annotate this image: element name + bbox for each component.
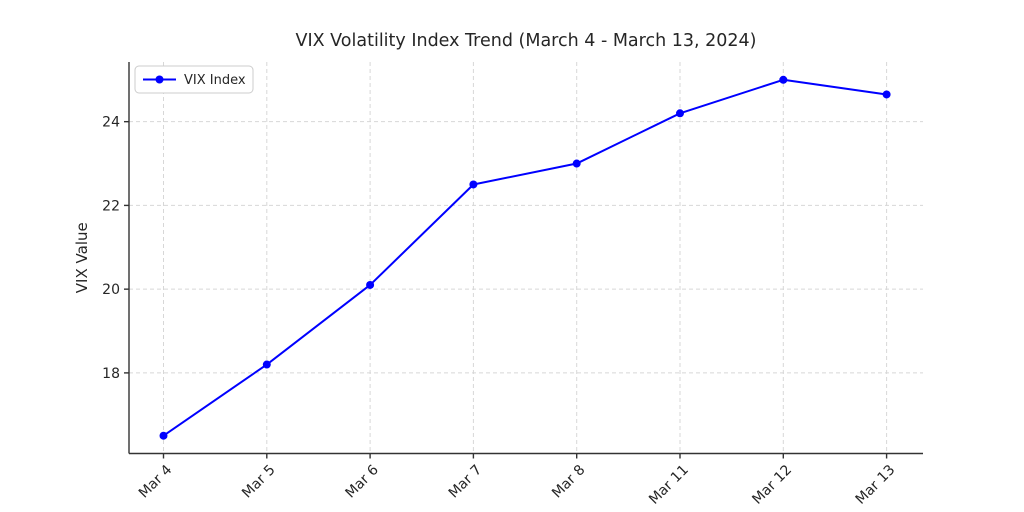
x-tick-label: Mar 5	[239, 462, 278, 501]
x-tick-label: Mar 8	[549, 462, 588, 501]
y-tick-label: 24	[102, 115, 120, 131]
data-point-marker	[366, 280, 375, 289]
y-tick-label: 20	[102, 282, 120, 298]
x-tick-label: Mar 6	[342, 462, 382, 502]
data-point-marker	[676, 109, 684, 118]
legend-label: VIX Index	[184, 73, 246, 88]
data-point-marker	[882, 90, 891, 99]
chart-title: VIX Volatility Index Trend (March 4 - Ma…	[295, 31, 757, 51]
data-point-marker	[572, 159, 581, 168]
x-tick-label: Mar 13	[853, 462, 899, 508]
vix-line-series	[162, 78, 888, 437]
data-point-marker	[262, 360, 271, 369]
legend-box	[134, 65, 254, 94]
legend-marker-sample	[155, 75, 164, 84]
data-point-marker	[469, 180, 478, 189]
x-tick-label: Mar 4	[136, 462, 176, 502]
x-tick-label: Mar 11	[646, 462, 692, 508]
x-tick-label: Mar 7	[446, 462, 485, 501]
data-point-marker	[779, 75, 788, 84]
x-tick-label: Mar 12	[749, 462, 795, 508]
y-axis-label: VIX Value	[73, 222, 91, 293]
y-tick-label: 22	[102, 198, 120, 214]
data-point-marker	[159, 431, 168, 440]
y-tick-label: 18	[102, 366, 120, 382]
